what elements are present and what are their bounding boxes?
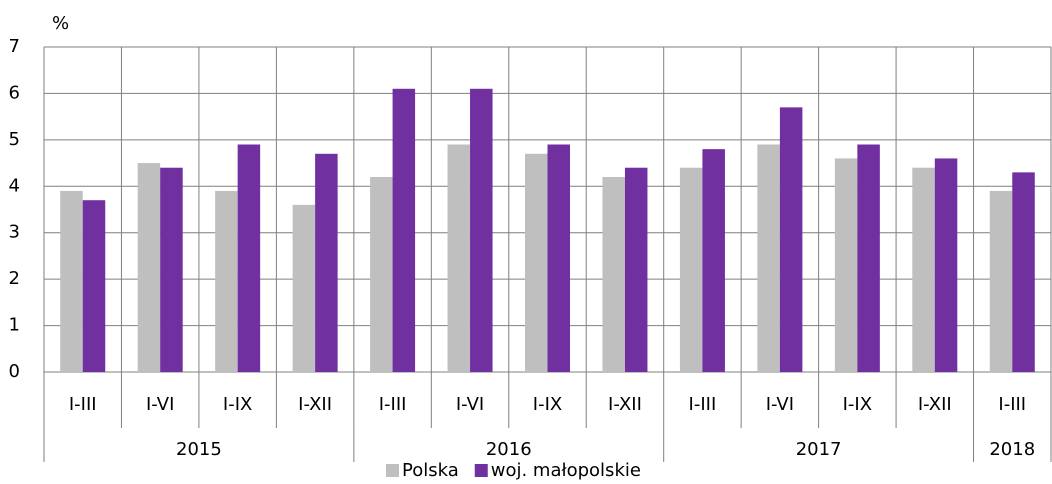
bar [160,167,183,372]
y-tick-label: 2 [9,268,20,289]
bar [237,144,261,372]
y-tick-label: 1 [9,315,20,336]
bar [779,107,803,372]
x-tick-label: I-XII [298,394,332,415]
group-label: 2016 [486,439,532,460]
bar [292,204,316,372]
y-tick-label: 3 [9,222,20,243]
legend-swatch [386,464,399,477]
bar [834,158,858,372]
x-tick-label: I-III [379,394,407,415]
y-tick-label: 0 [9,361,20,382]
x-tick-label: I-VI [456,394,484,415]
bar [525,153,548,372]
y-tick-label: 4 [9,175,20,196]
x-tick-label: I-III [998,394,1026,415]
y-tick-label: 7 [9,36,20,57]
bar [82,200,106,372]
bar [470,88,493,373]
bar [702,149,725,372]
group-label: 2017 [796,439,842,460]
bar [934,158,958,372]
x-tick-label: I-XII [918,394,952,415]
bar [989,190,1013,372]
y-tick-label: 5 [9,129,20,150]
bar [215,190,238,372]
x-tick-label: I-IX [223,394,252,415]
x-tick-label: I-VI [766,394,794,415]
legend-label: Polska [402,460,459,481]
bar [1012,172,1035,372]
bar [912,167,935,372]
x-tick-label: I-XII [608,394,642,415]
x-tick-label: I-III [69,394,97,415]
bar [547,144,570,372]
bar [857,144,880,372]
bar [679,167,703,372]
x-tick-label: I-VI [146,394,174,415]
y-tick-label: 6 [9,82,20,103]
bar [602,177,625,372]
legend-label: woj. małopolskie [491,460,641,481]
group-label: 2015 [176,439,222,460]
bar [392,88,416,373]
group-label: 2018 [989,439,1035,460]
bar [137,163,161,372]
bar [757,144,780,372]
unit-label: % [52,13,69,34]
bar [370,177,393,372]
x-tick-label: I-IX [533,394,562,415]
bar [447,144,471,372]
bar [60,190,83,372]
x-tick-label: I-III [689,394,717,415]
legend-swatch [474,464,488,477]
bar [315,153,338,372]
x-tick-label: I-IX [843,394,872,415]
bar [624,167,648,372]
